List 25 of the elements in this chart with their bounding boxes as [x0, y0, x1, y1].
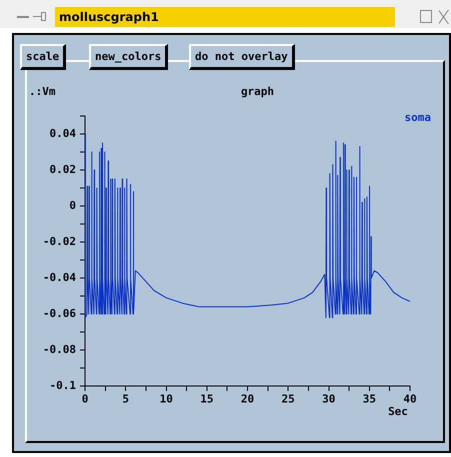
y-axis-title: .:Vm — [29, 84, 56, 98]
x-tick-label: 10 — [160, 392, 173, 406]
x-tick-label: 25 — [282, 392, 295, 406]
x-tick-label: 5 — [122, 392, 129, 406]
y-tick-label: -0.02 — [42, 234, 76, 248]
x-tick-label: 40 — [403, 392, 417, 406]
x-tick-label: 35 — [362, 392, 376, 406]
y-tick-label: 0 — [69, 198, 76, 212]
y-tick-label: 0.02 — [50, 162, 76, 176]
chart-title: graph — [240, 84, 274, 98]
new-colors-button: new_colors — [89, 44, 168, 70]
text: soma — [404, 110, 431, 124]
y-tick-label: -0.04 — [42, 270, 76, 284]
scale-button: scale — [20, 44, 66, 70]
y-tick-label: -0.06 — [42, 306, 76, 320]
x-tick-label: 0 — [82, 392, 88, 406]
window-title-field: molluscgraph1 — [55, 7, 395, 27]
x-tick-label: 15 — [200, 392, 214, 406]
do-not-overlay-button: do not overlay — [189, 44, 295, 70]
y-tick-label: 0.04 — [50, 126, 76, 140]
y-tick-label: -0.1 — [50, 378, 76, 392]
y-tick-label: -0.08 — [42, 342, 76, 356]
x-tick-label: 30 — [322, 392, 336, 406]
x-axis-title: Sec — [388, 404, 408, 418]
x-tick-label: 20 — [240, 392, 254, 406]
